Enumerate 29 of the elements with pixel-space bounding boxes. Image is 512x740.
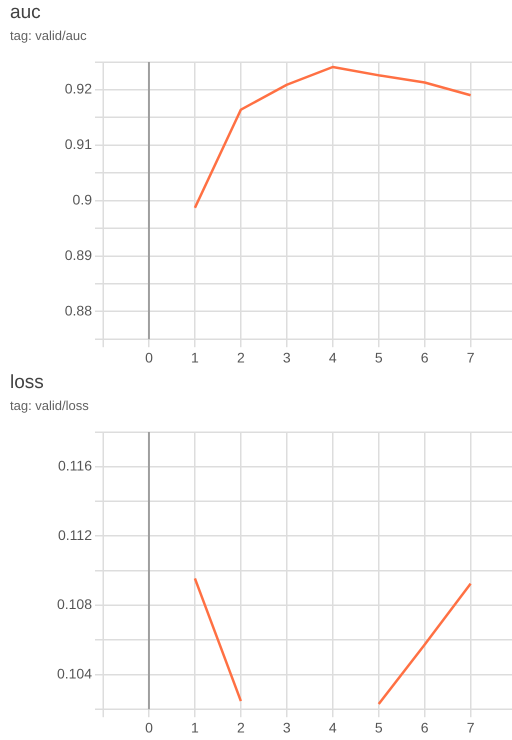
y-tick-label: 0.104 — [56, 665, 92, 682]
x-tick-label: 7 — [466, 349, 475, 366]
x-tick-label: 4 — [328, 349, 337, 366]
chart-title: loss — [10, 372, 44, 394]
x-tick-label: 5 — [374, 349, 383, 366]
x-tick-label: 7 — [466, 719, 475, 736]
chart-subtitle: tag: valid/loss — [10, 398, 89, 413]
y-tick-label: 0.88 — [64, 302, 92, 318]
y-tick-label: 0.9 — [72, 191, 92, 208]
x-tick-label: 5 — [374, 719, 383, 736]
chart-title: auc — [10, 2, 41, 24]
x-tick-label: 1 — [191, 719, 200, 736]
x-tick-label: 6 — [420, 719, 429, 736]
x-tick-label: 6 — [420, 349, 429, 366]
y-tick-label: 0.89 — [64, 246, 92, 263]
y-tick-label: 0.116 — [58, 458, 92, 474]
y-tick-label: 0.92 — [64, 80, 92, 97]
x-tick-label: 2 — [236, 349, 245, 366]
x-tick-label: 4 — [328, 719, 337, 736]
x-tick-label: 1 — [191, 349, 200, 366]
x-tick-label: 0 — [145, 349, 154, 366]
x-tick-label: 0 — [145, 719, 154, 736]
x-tick-label: 3 — [282, 349, 291, 366]
x-tick-label: 2 — [236, 719, 245, 736]
y-tick-label: 0.112 — [58, 526, 92, 543]
chart-subtitle: tag: valid/auc — [10, 28, 87, 43]
x-tick-label: 3 — [282, 719, 291, 736]
y-tick-label: 0.91 — [64, 136, 92, 152]
y-tick-label: 0.108 — [56, 596, 92, 612]
